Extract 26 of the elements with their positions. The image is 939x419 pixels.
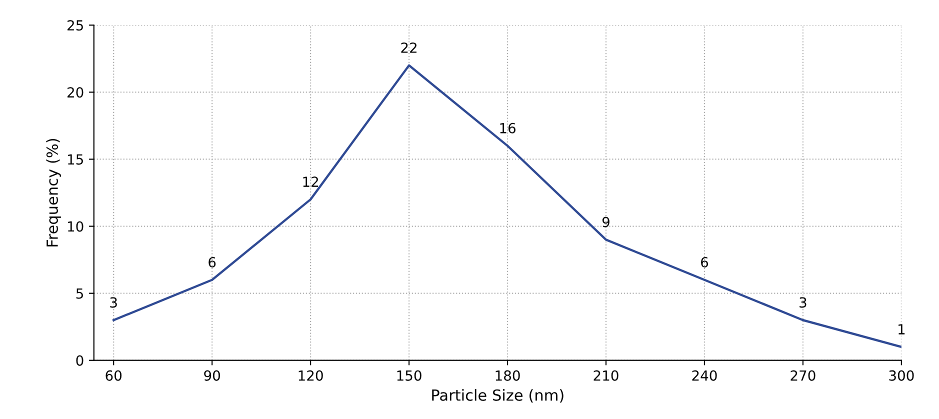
y-tick-label: 15 [68,154,83,165]
data-label: 3 [800,297,806,308]
x-tick-label: 90 [204,370,220,381]
x-tick-label: 210 [594,370,618,381]
data-label: 1 [898,324,905,334]
y-tick-label: 20 [68,87,84,98]
x-tick-label: 60 [106,370,122,381]
y-tick-label: 10 [68,221,84,232]
x-tick-label: 180 [496,370,520,381]
data-label: 3 [110,297,117,308]
x-axis-title: Particle Size (nm) [432,389,564,403]
x-tick-label: 150 [397,370,422,381]
data-label: 22 [401,42,416,53]
x-tick-label: 120 [298,370,323,381]
x-tick-label: 270 [790,370,816,381]
x-tick-label: 300 [889,370,914,381]
y-axis-title: Frequency (%) [46,138,61,246]
data-label: 16 [500,122,516,134]
y-tick-label: 25 [68,20,83,31]
x-tick-label: 240 [692,370,717,381]
data-label: 6 [701,256,708,268]
data-label: 6 [208,256,216,268]
y-tick-label: 5 [76,288,83,299]
y-tick-label: 0 [76,355,84,366]
data-label: 9 [602,216,610,228]
data-label: 12 [303,176,318,187]
